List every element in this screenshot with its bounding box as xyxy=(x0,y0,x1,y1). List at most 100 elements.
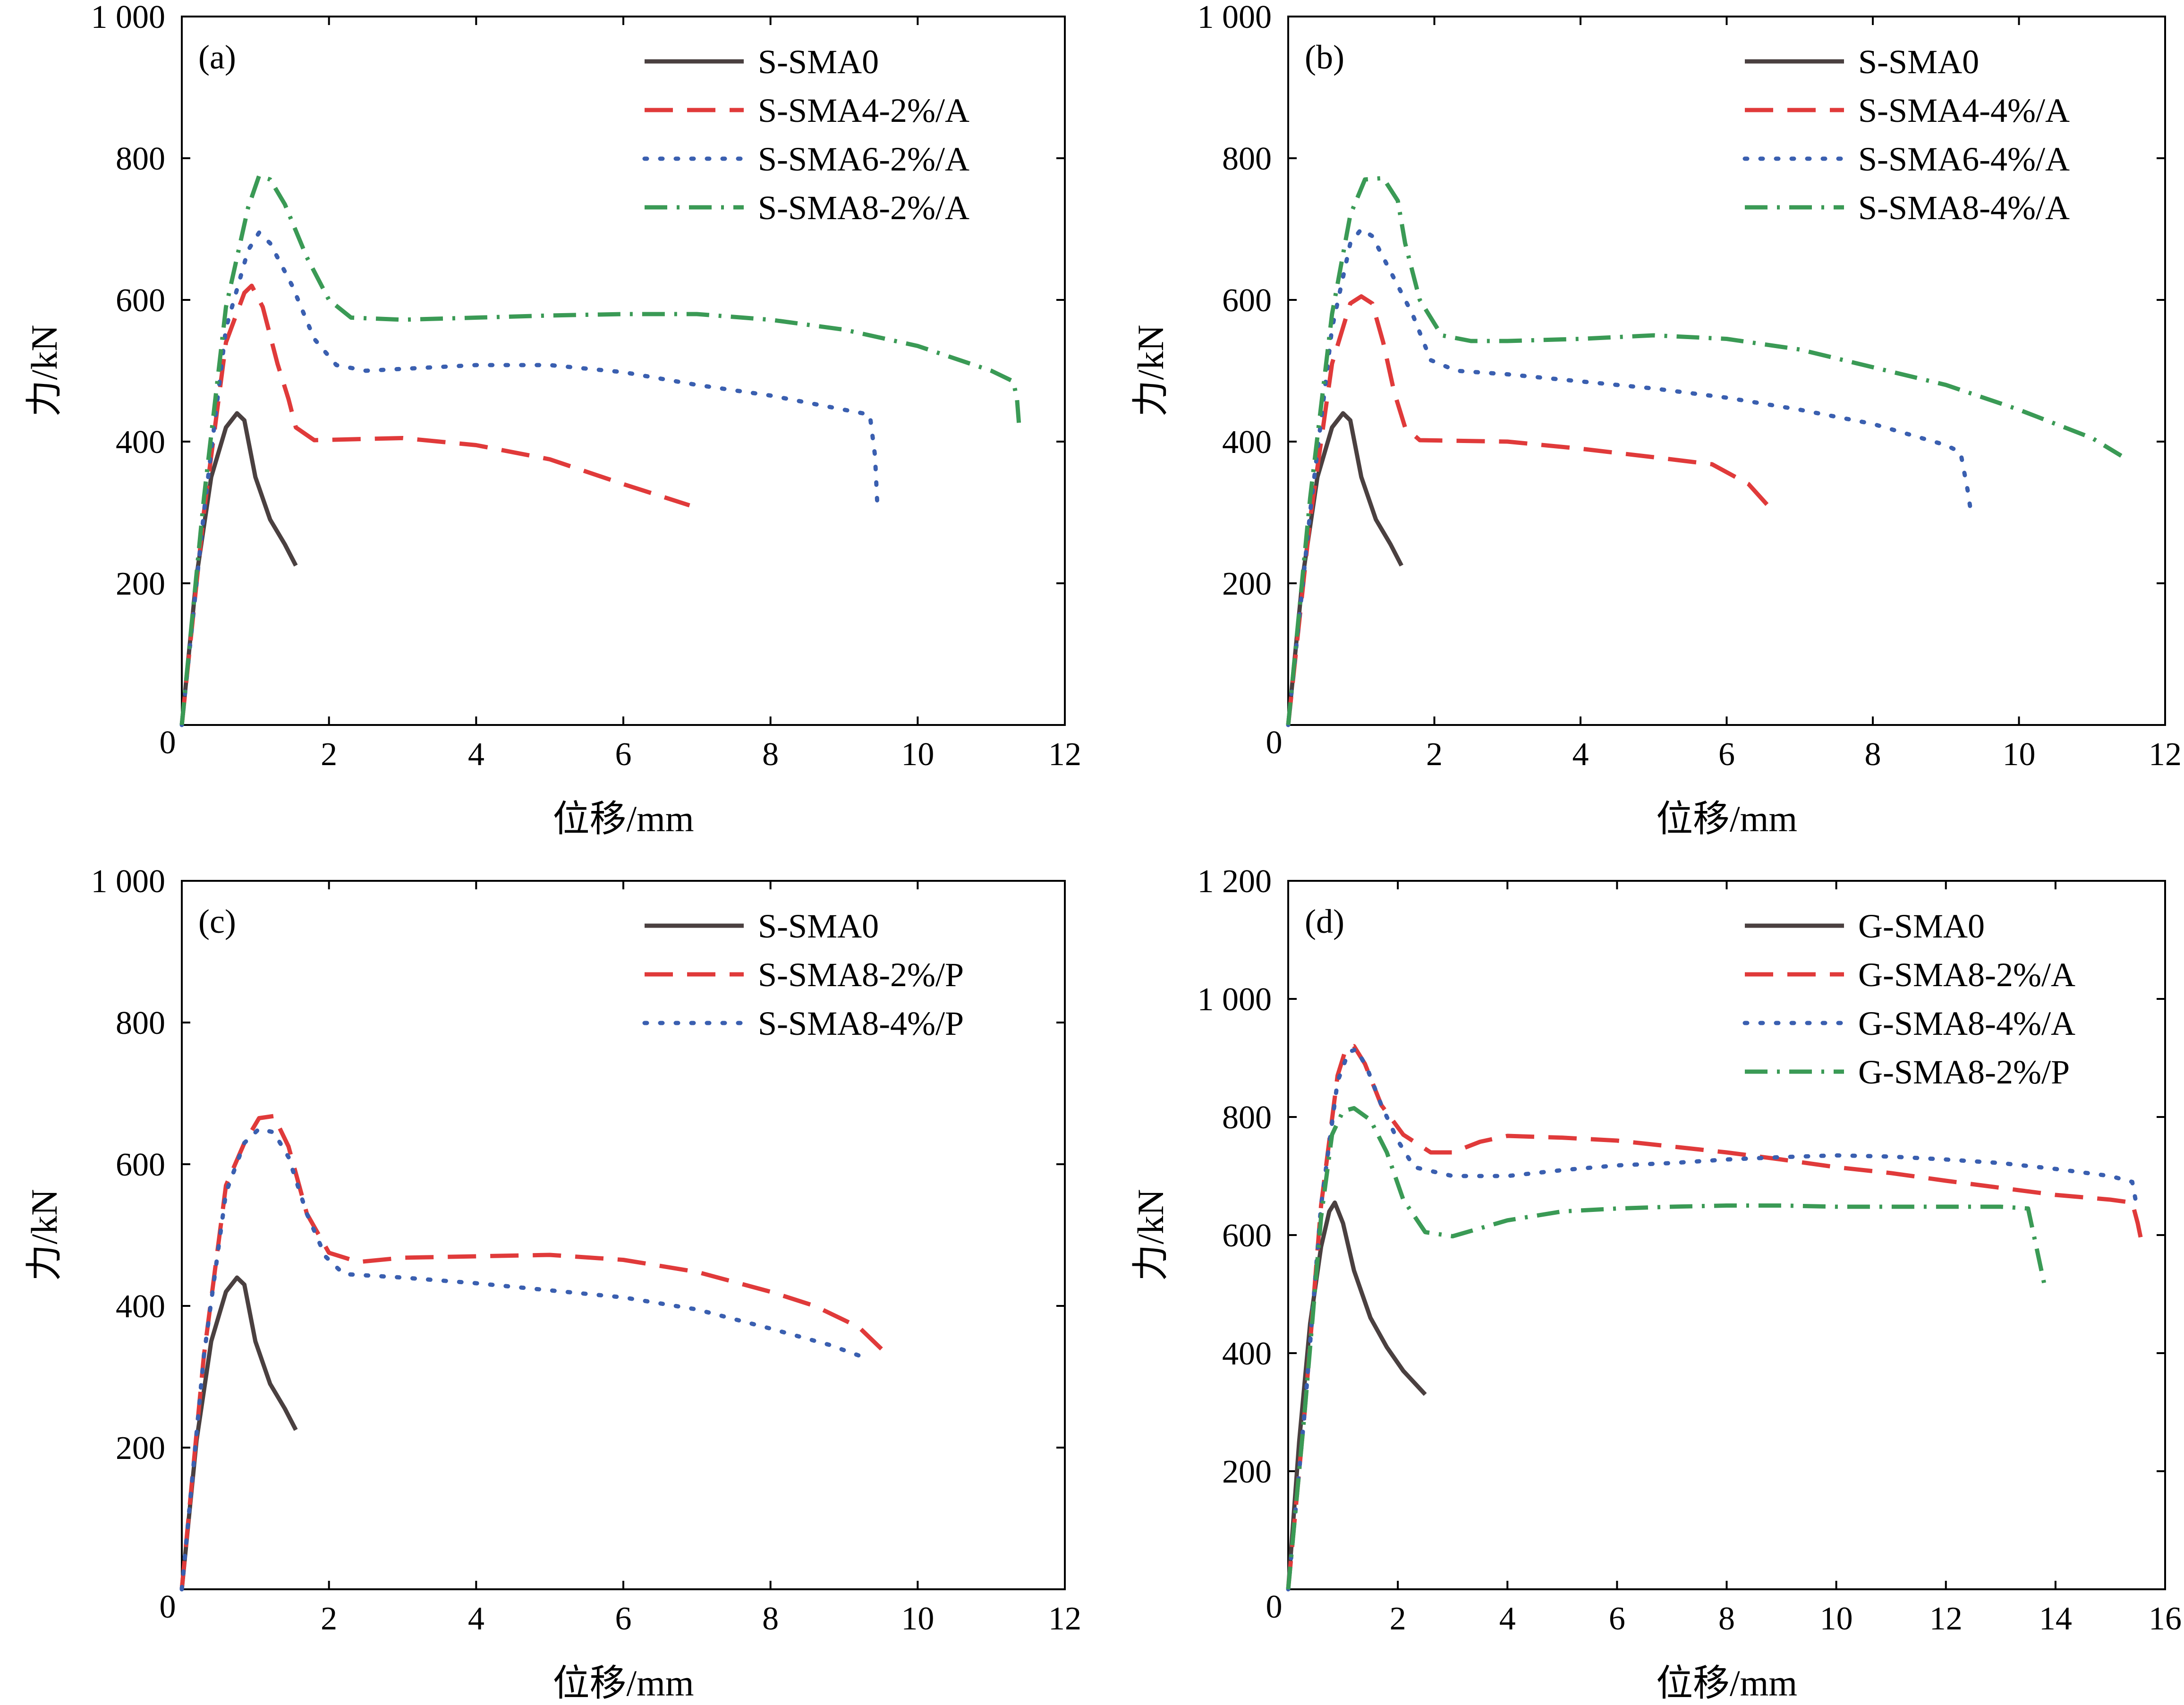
x-tick-label: 8 xyxy=(762,736,779,773)
y-tick-label: 800 xyxy=(1222,141,1272,177)
legend-label-g-sma8-2-p: G-SMA8-2%/P xyxy=(1858,1053,2070,1091)
x-tick-label: 12 xyxy=(1048,1601,1081,1637)
legend-label-s-sma6-2-a: S-SMA6-2%/A xyxy=(758,140,969,178)
legend: S-SMA0 S-SMA4-4%/A S-SMA6-4%/A S-SMA8-4%/A xyxy=(1742,43,2070,227)
legend-label-s-sma0: S-SMA0 xyxy=(1858,43,1979,81)
y-tick-label: 600 xyxy=(1222,282,1272,319)
legend-label-g-sma8-4-a: G-SMA8-4%/A xyxy=(1858,1005,2075,1042)
legend-label-s-sma6-4-a: S-SMA6-4%/A xyxy=(1858,140,2070,178)
y-axis-label: 力/kN xyxy=(24,1189,65,1281)
series-line-g-sma8-2-p xyxy=(1286,1106,2047,1590)
legend-label-g-sma0: G-SMA0 xyxy=(1858,907,1985,945)
x-tick-label: 2 xyxy=(1390,1601,1406,1637)
series-line-s-sma6-4-a xyxy=(1286,227,1974,727)
panel-label: (b) xyxy=(1305,38,1344,76)
series-line-g-sma8-2-a xyxy=(1286,1044,2146,1590)
series-line-s-sma8-2-a xyxy=(179,174,1021,725)
y-tick-label: 200 xyxy=(116,1430,165,1466)
x-tick-label: 6 xyxy=(1718,736,1735,773)
panel-b: 2 4 6 8 10 12 0 200 400 600 800 1 000 位移/mm 力/kN (b) S-… xyxy=(1130,0,2182,839)
x-tick-label: 8 xyxy=(1865,736,1881,773)
legend-label-s-sma0: S-SMA0 xyxy=(758,43,879,81)
y-tick-label: 400 xyxy=(116,1288,165,1325)
legend: S-SMA0 S-SMA8-2%/P S-SMA8-4%/P xyxy=(642,907,964,1042)
x-tick-label: 2 xyxy=(321,736,337,773)
x-tick-label: 6 xyxy=(1609,1601,1625,1637)
origin-label: 0 xyxy=(1266,1589,1283,1625)
x-tick-label: 4 xyxy=(1499,1601,1516,1637)
x-tick-label: 12 xyxy=(1929,1601,1963,1637)
series-line-s-sma0 xyxy=(179,411,298,725)
panel-label: (d) xyxy=(1305,903,1344,940)
series-line-s-sma0 xyxy=(1286,411,1403,725)
y-tick-label: 600 xyxy=(116,1147,165,1183)
series-line-g-sma0 xyxy=(1286,1200,1427,1590)
series-line-s-sma4-2-a xyxy=(179,283,690,725)
x-tick-label: 10 xyxy=(2003,736,2036,773)
y-tick-label: 200 xyxy=(1222,1454,1272,1490)
series-line-s-sma8-2-p xyxy=(179,1114,886,1590)
y-tick-label: 400 xyxy=(1222,424,1272,460)
x-tick-label: 8 xyxy=(1718,1601,1735,1637)
y-tick-label: 800 xyxy=(1222,1100,1272,1136)
series-line-s-sma6-2-a xyxy=(179,230,880,727)
y-tick-label: 200 xyxy=(1222,566,1272,602)
y-axis-label: 力/kN xyxy=(1130,324,1171,417)
y-tick-label: 1 000 xyxy=(1198,981,1272,1018)
y-tick-label: 800 xyxy=(116,1005,165,1041)
series-line-s-sma0 xyxy=(179,1275,298,1590)
legend-label-g-sma8-2-a: G-SMA8-2%/A xyxy=(1858,956,2075,994)
legend-label-s-sma8-2-p: S-SMA8-2%/P xyxy=(758,956,964,994)
y-tick-label: 400 xyxy=(116,424,165,460)
x-tick-label: 8 xyxy=(762,1601,779,1637)
legend: S-SMA0 S-SMA4-2%/A S-SMA6-2%/A S-SMA8-2%/A xyxy=(642,43,969,227)
x-axis-label: 位移/mm xyxy=(1656,798,1797,839)
x-tick-label: 16 xyxy=(2149,1601,2182,1637)
x-tick-label: 6 xyxy=(615,1601,632,1637)
x-tick-label: 14 xyxy=(2039,1601,2072,1637)
legend-label-s-sma8-4-a: S-SMA8-4%/A xyxy=(1858,189,2070,227)
x-tick-label: 10 xyxy=(901,1601,934,1637)
origin-label: 0 xyxy=(160,1589,176,1625)
x-axis-label: 位移/mm xyxy=(552,798,694,839)
x-tick-label: 12 xyxy=(1048,736,1081,773)
y-axis-label: 力/kN xyxy=(24,324,65,417)
x-axis-label: 位移/mm xyxy=(552,1662,694,1704)
y-tick-label: 1 200 xyxy=(1198,863,1272,900)
panel-a: 2 4 6 8 10 12 0 200 400 600 800 1 000 位移/mm 力/kN (a) S-… xyxy=(24,0,1081,839)
x-tick-label: 10 xyxy=(1820,1601,1853,1637)
panel-label: (a) xyxy=(198,38,236,76)
series-line-s-sma8-4-a xyxy=(1286,176,2123,725)
x-tick-label: 4 xyxy=(468,736,484,773)
legend-label-s-sma0: S-SMA0 xyxy=(758,907,879,945)
panel-label: (c) xyxy=(198,903,236,940)
y-tick-label: 1 000 xyxy=(91,863,166,900)
x-axis-label: 位移/mm xyxy=(1656,1662,1797,1704)
y-tick-label: 200 xyxy=(116,566,165,602)
legend-label-s-sma4-2-a: S-SMA4-2%/A xyxy=(758,92,969,129)
x-tick-label: 2 xyxy=(1426,736,1443,773)
origin-label: 0 xyxy=(1266,725,1283,761)
legend-label-s-sma8-2-a: S-SMA8-2%/A xyxy=(758,189,969,227)
legend: G-SMA0 G-SMA8-2%/A G-SMA8-4%/A G-SMA8-2%/P xyxy=(1742,907,2075,1091)
series-line-s-sma8-4-p xyxy=(179,1126,861,1592)
origin-label: 0 xyxy=(160,725,176,761)
y-tick-label: 1 000 xyxy=(91,0,166,35)
y-tick-label: 600 xyxy=(1222,1218,1272,1254)
y-tick-label: 400 xyxy=(1222,1336,1272,1372)
y-axis-label: 力/kN xyxy=(1130,1189,1171,1281)
x-tick-label: 2 xyxy=(321,1601,337,1637)
series-line-g-sma8-4-a xyxy=(1286,1047,2140,1592)
y-tick-label: 800 xyxy=(116,141,165,177)
x-tick-label: 4 xyxy=(468,1601,484,1637)
series-line-s-sma4-4-a xyxy=(1286,294,1776,725)
x-tick-label: 4 xyxy=(1572,736,1589,773)
legend-label-s-sma4-4-a: S-SMA4-4%/A xyxy=(1858,92,2070,129)
y-tick-label: 600 xyxy=(116,282,165,319)
panel-c: 2 4 6 8 10 12 0 200 400 600 800 1 000 位移/mm 力/kN (c) S-… xyxy=(24,863,1081,1704)
panel-d: 2 4 6 8 10 12 14 16 0 200 400 600 800 1 000 1 200 位移/mm… xyxy=(1130,863,2182,1704)
legend-label-s-sma8-4-p: S-SMA8-4%/P xyxy=(758,1005,964,1042)
x-tick-label: 12 xyxy=(2149,736,2182,773)
x-tick-label: 6 xyxy=(615,736,632,773)
